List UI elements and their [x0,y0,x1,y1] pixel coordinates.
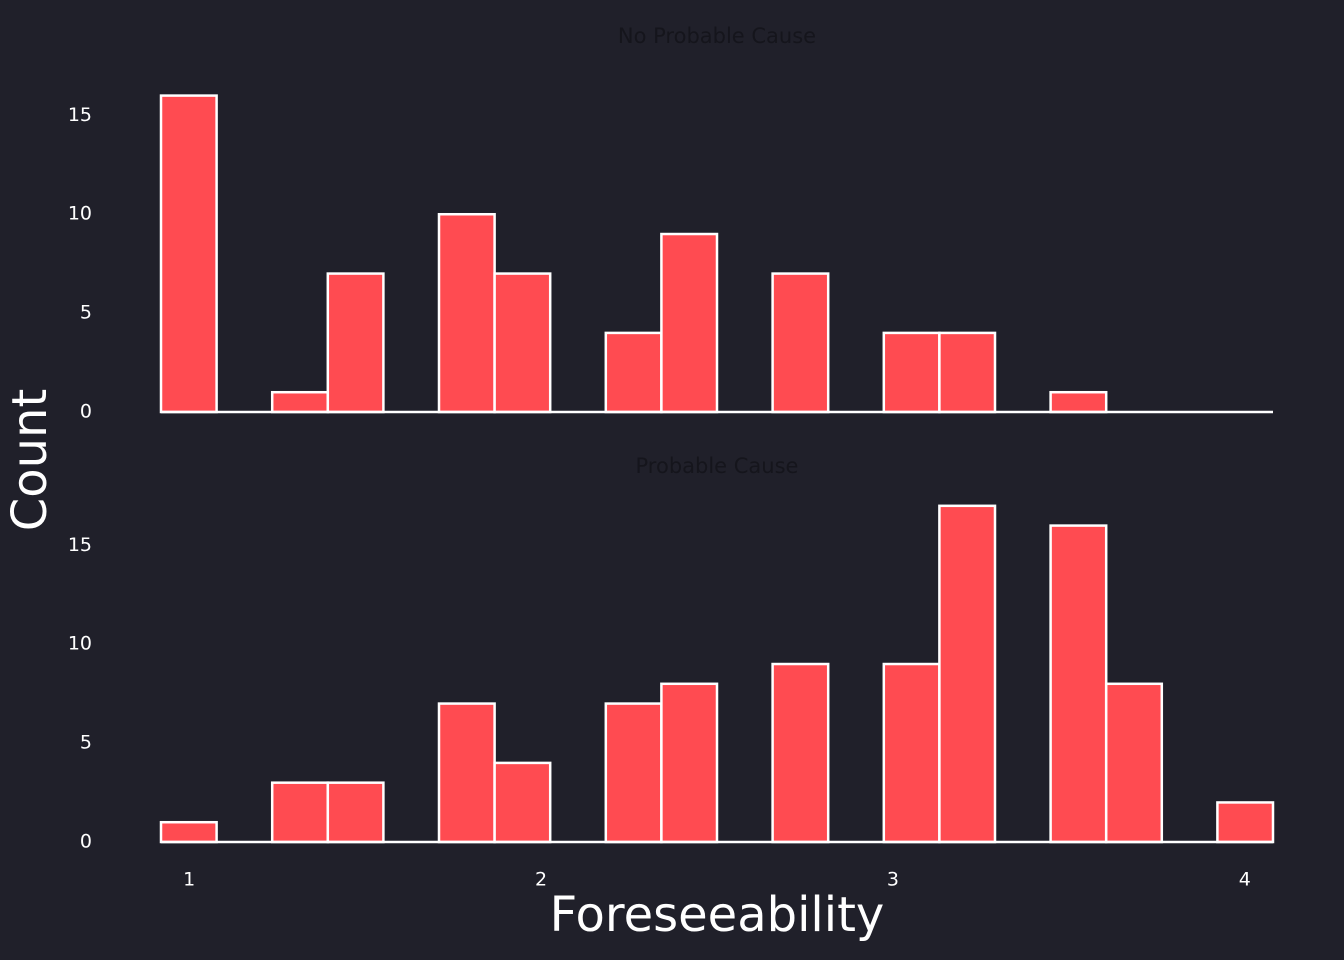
bar [882,331,941,414]
bar [1104,682,1164,844]
x-tick-label: 3 [887,869,899,891]
bar [159,820,218,844]
bar [604,331,663,414]
bar [1049,524,1108,844]
y-tick-label: 5 [80,732,92,754]
bar [660,232,719,414]
y-tick-label: 10 [68,203,92,225]
y-tick-label: 0 [80,401,92,423]
x-tick-label: 1 [183,869,195,891]
bar [493,272,552,414]
bar [437,702,496,844]
bar [882,662,941,844]
y-axis-label: Count [2,389,58,532]
panel-title: Probable Cause [636,454,799,478]
x-tick-label: 2 [535,869,547,891]
bar [1049,390,1108,414]
y-tick-label: 10 [68,633,92,655]
bar [493,761,552,844]
x-axis-label: Foreseeability [550,887,885,943]
bar [437,212,496,414]
y-tick-label: 15 [68,104,92,126]
bar [938,331,997,414]
bar [771,662,830,844]
bar [159,94,218,414]
y-tick-label: 5 [80,302,92,324]
bar [326,272,385,414]
bar [1216,801,1275,844]
bar [938,504,997,844]
bar [270,390,330,414]
x-tick-label: 4 [1239,869,1251,891]
y-tick-label: 0 [80,831,92,853]
bar [270,781,330,844]
panel-title: No Probable Cause [618,24,816,48]
bar [771,272,830,414]
bar [326,781,385,844]
y-tick-label: 15 [68,534,92,556]
bar [660,682,719,844]
bar [604,702,663,844]
